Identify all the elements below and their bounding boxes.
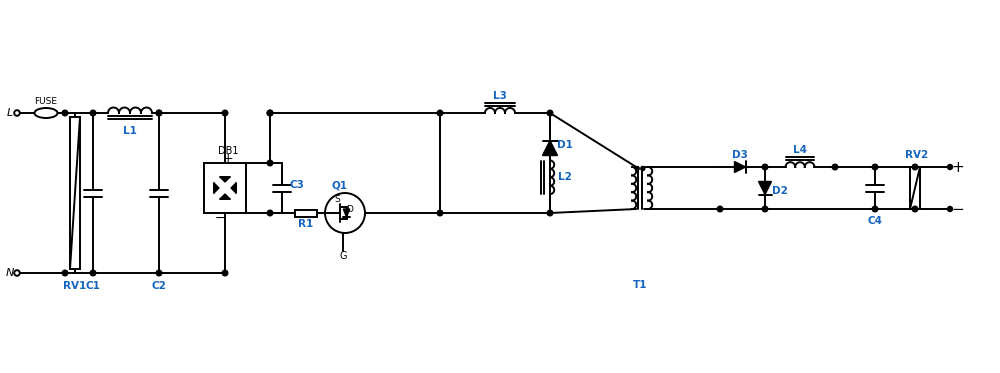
Text: L2: L2 — [558, 172, 572, 182]
Circle shape — [222, 270, 228, 276]
Circle shape — [267, 110, 273, 116]
Circle shape — [547, 210, 553, 216]
Text: N: N — [6, 268, 14, 278]
Bar — [70, 117, 80, 269]
Text: R1: R1 — [298, 219, 314, 229]
Circle shape — [717, 206, 723, 212]
Circle shape — [90, 110, 96, 116]
Polygon shape — [231, 183, 236, 193]
Text: T1: T1 — [633, 280, 647, 290]
Polygon shape — [759, 182, 772, 194]
Circle shape — [832, 164, 838, 170]
Text: DB1: DB1 — [218, 146, 238, 156]
Circle shape — [156, 110, 162, 116]
Text: L4: L4 — [793, 145, 807, 155]
Bar — [910, 167, 920, 209]
Circle shape — [641, 166, 645, 170]
Text: RV1: RV1 — [63, 281, 87, 291]
Text: RV2: RV2 — [905, 150, 929, 160]
Circle shape — [872, 206, 878, 212]
Circle shape — [222, 110, 228, 116]
Circle shape — [437, 210, 443, 216]
Circle shape — [912, 164, 918, 170]
Circle shape — [267, 160, 273, 166]
Text: D2: D2 — [772, 186, 788, 196]
Text: −: − — [215, 211, 225, 225]
Text: +: + — [952, 160, 964, 175]
Circle shape — [156, 110, 162, 116]
Text: S: S — [334, 195, 340, 204]
Polygon shape — [214, 183, 219, 193]
Circle shape — [62, 110, 68, 116]
Circle shape — [872, 164, 878, 170]
Circle shape — [762, 206, 768, 212]
Text: L1: L1 — [123, 126, 137, 137]
Text: C3: C3 — [290, 180, 304, 190]
Bar — [204, 163, 246, 213]
Circle shape — [912, 206, 918, 212]
Polygon shape — [542, 141, 558, 156]
Circle shape — [90, 270, 96, 276]
Circle shape — [62, 270, 68, 276]
Text: +: + — [223, 151, 233, 164]
Text: D1: D1 — [557, 140, 573, 150]
Circle shape — [267, 210, 273, 216]
Circle shape — [948, 164, 952, 169]
Circle shape — [437, 110, 443, 116]
Text: D3: D3 — [732, 150, 748, 160]
Bar — [295, 210, 317, 216]
Polygon shape — [220, 194, 230, 199]
Polygon shape — [220, 177, 230, 182]
Text: −: − — [952, 201, 964, 216]
Polygon shape — [734, 162, 746, 172]
Text: Q1: Q1 — [332, 181, 348, 191]
Circle shape — [156, 270, 162, 276]
Text: D: D — [347, 204, 353, 213]
Circle shape — [267, 110, 273, 116]
Text: L: L — [7, 108, 13, 118]
Circle shape — [547, 110, 553, 116]
Circle shape — [762, 164, 768, 170]
Text: C4: C4 — [868, 216, 883, 226]
Text: C2: C2 — [152, 281, 166, 291]
Text: C1: C1 — [86, 281, 100, 291]
Circle shape — [635, 166, 639, 170]
Circle shape — [948, 207, 952, 211]
Text: L3: L3 — [493, 91, 507, 101]
Polygon shape — [343, 209, 350, 217]
Text: G: G — [339, 251, 347, 261]
Text: FUSE: FUSE — [34, 97, 58, 106]
